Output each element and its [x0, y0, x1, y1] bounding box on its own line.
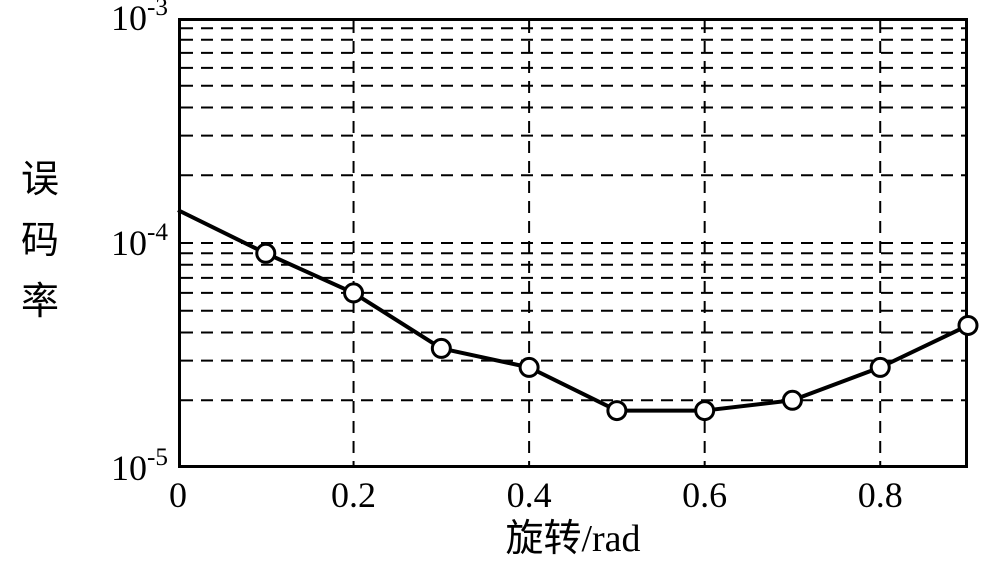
- series-marker: [520, 358, 538, 376]
- series-marker: [345, 284, 363, 302]
- y-tick-label: 10-3: [111, 0, 168, 39]
- x-tick-label: 0.2: [331, 474, 376, 516]
- x-tick-label: 0.4: [507, 474, 552, 516]
- x-tick-label: 0.8: [858, 474, 903, 516]
- series-marker: [432, 339, 450, 357]
- y-tick-label: 10-5: [111, 446, 168, 489]
- figure: 误 码 率 旋转/rad 00.20.40.60.810-510-410-3: [0, 0, 1000, 568]
- x-tick-label: 0.6: [682, 474, 727, 516]
- series-marker: [959, 316, 977, 334]
- series-marker: [257, 244, 275, 262]
- x-tick-label: 0: [169, 474, 187, 516]
- series-marker: [783, 391, 801, 409]
- series-marker: [608, 402, 626, 420]
- series-marker: [871, 358, 889, 376]
- series-marker: [696, 402, 714, 420]
- y-tick-label: 10-4: [111, 221, 168, 264]
